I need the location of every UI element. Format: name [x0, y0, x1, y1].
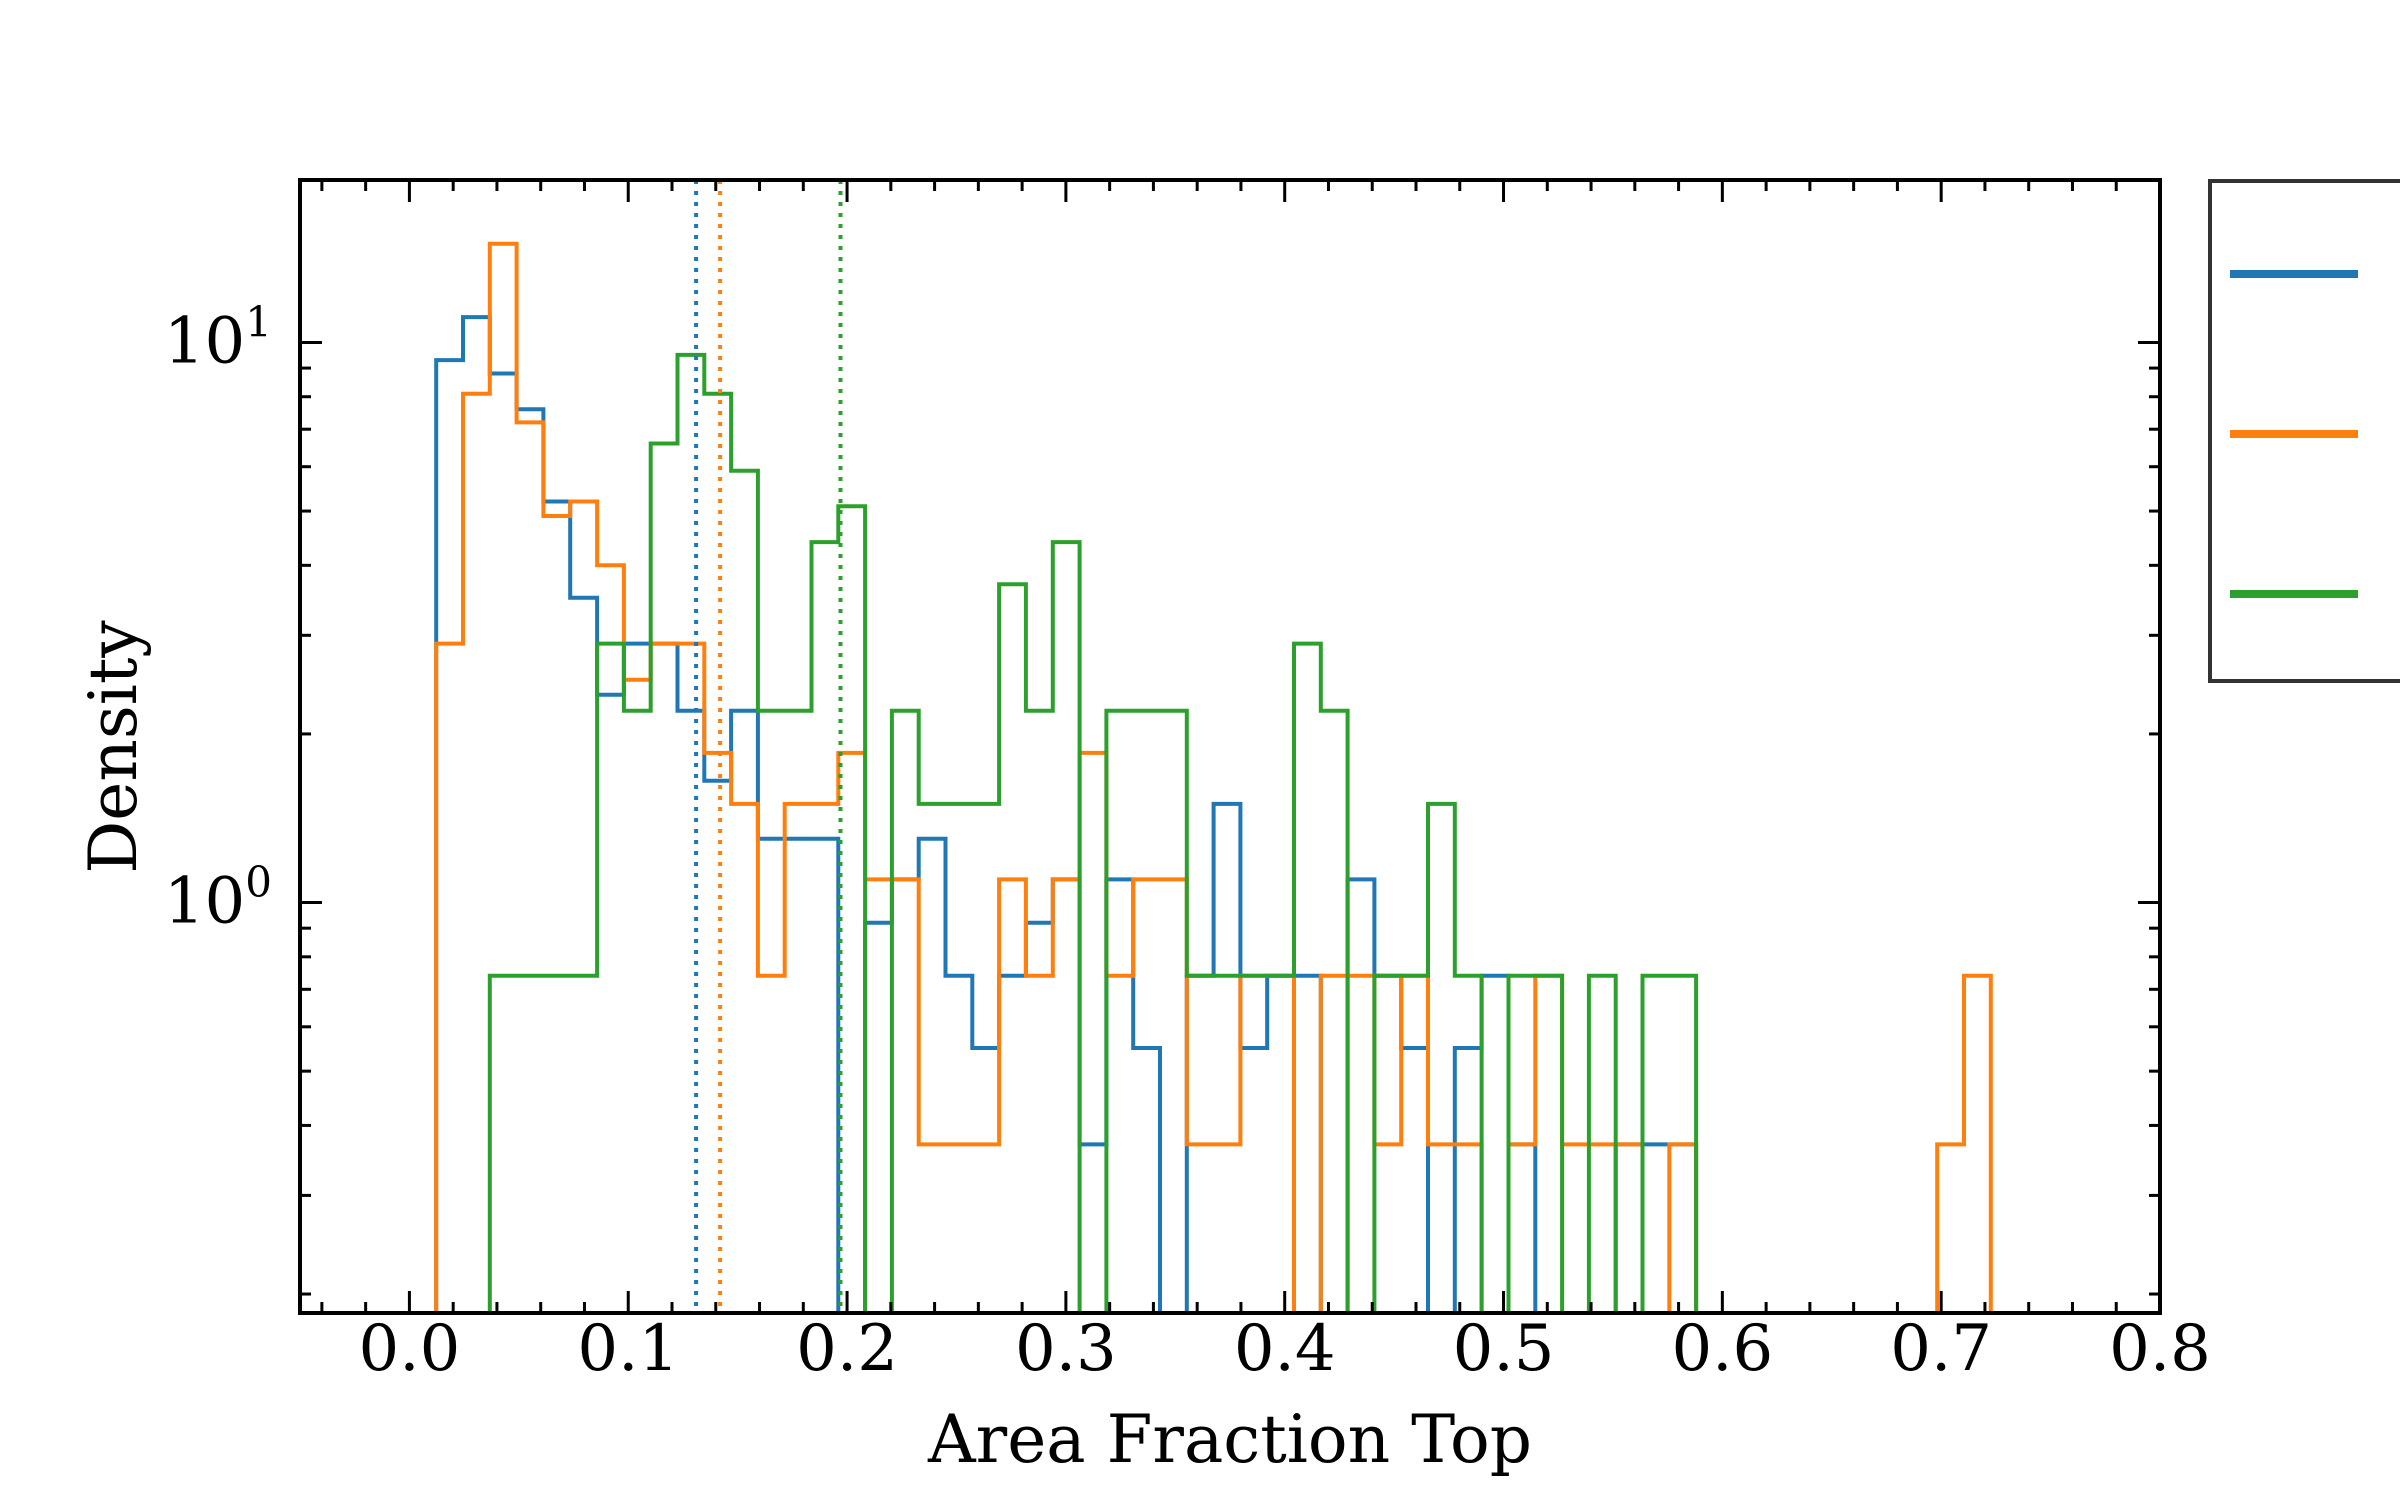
y-tick-label: 101 — [164, 297, 272, 378]
plot-frame — [298, 178, 2162, 1315]
histogram-series-3 — [487, 352, 1699, 1313]
y-tick-label: 100 — [164, 858, 272, 939]
legend — [2208, 179, 2400, 683]
x-axis-label: Area Fraction Top — [927, 1401, 1532, 1478]
x-tick-label: 0.3 — [1015, 1312, 1117, 1386]
x-tick-label: 0.7 — [1890, 1312, 1992, 1386]
x-tick-label: 0.5 — [1453, 1312, 1555, 1386]
x-tick-label: 0.8 — [2109, 1312, 2211, 1386]
mean-lines — [694, 180, 843, 1313]
x-tick-label: 0.4 — [1234, 1312, 1336, 1386]
x-tick-label: 0.1 — [577, 1312, 679, 1386]
x-tick-label: 0.2 — [796, 1312, 898, 1386]
y-axis-label: Density — [75, 620, 152, 874]
tick-labels: 0.0 0.1 0.2 0.3 0.4 0.5 0.6 0.7 0.8 100 101 — [164, 297, 2211, 1386]
x-tick-label: 0.6 — [1671, 1312, 1773, 1386]
x-tick-label: 0.0 — [359, 1312, 461, 1386]
series-layer — [434, 241, 1993, 1313]
